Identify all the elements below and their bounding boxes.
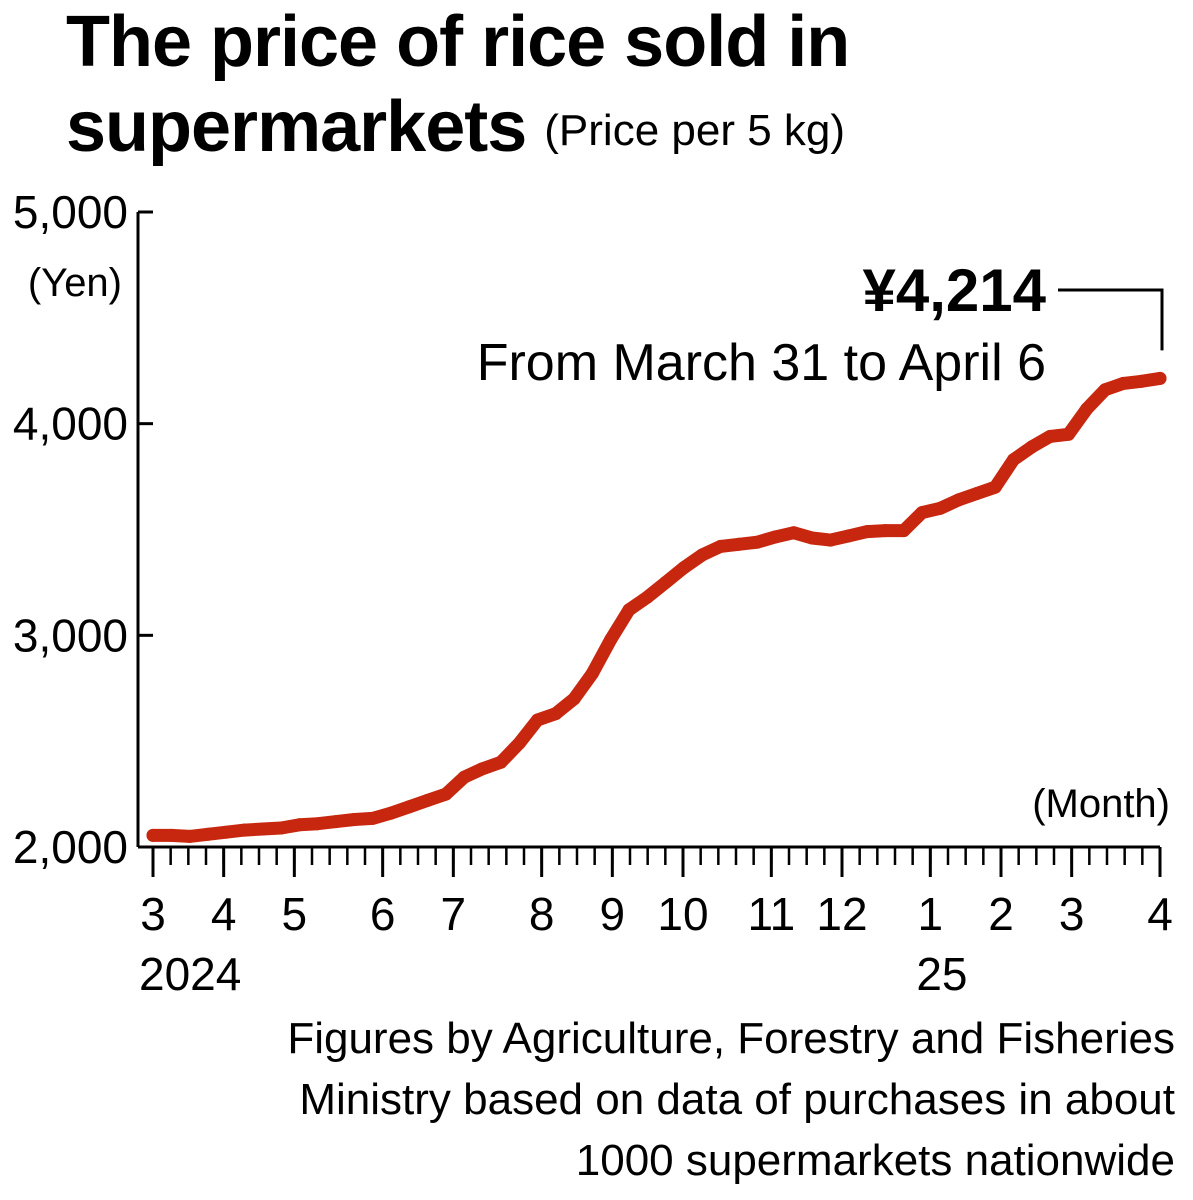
data-point xyxy=(457,770,471,784)
chart-title-line2: supermarkets (Price per 5 kg) xyxy=(66,85,1166,179)
data-point xyxy=(256,822,270,836)
data-point xyxy=(146,828,160,842)
data-point xyxy=(311,817,325,831)
chart-ticks xyxy=(138,210,1162,877)
data-point xyxy=(805,531,819,545)
data-point xyxy=(183,829,197,843)
x-tick-label: 11 xyxy=(747,888,795,940)
source-note: Figures by Agriculture, Forestry and Fis… xyxy=(0,1008,1175,1191)
chart-axes xyxy=(136,212,1160,849)
data-point xyxy=(769,530,782,544)
x-tick-label: 4 xyxy=(1147,888,1173,940)
data-point xyxy=(512,736,526,750)
data-point xyxy=(677,561,691,575)
data-point xyxy=(1153,371,1167,385)
series-line xyxy=(146,371,1167,843)
data-point xyxy=(878,524,892,538)
data-point xyxy=(347,813,361,826)
source-line1: Figures by Agriculture, Forestry and Fis… xyxy=(287,1014,1175,1063)
data-point xyxy=(585,666,599,680)
data-point xyxy=(421,793,435,807)
data-point xyxy=(1135,374,1149,388)
data-point xyxy=(970,487,984,500)
data-point xyxy=(604,633,618,647)
x-tick-label: 12 xyxy=(816,888,867,940)
data-point xyxy=(1025,440,1039,454)
data-point xyxy=(640,590,654,604)
y-tick-label: 3,000 xyxy=(13,609,128,661)
x-tick-label: 7 xyxy=(441,888,467,940)
data-point xyxy=(714,539,728,553)
data-point xyxy=(952,493,966,507)
y-tick-label: 4,000 xyxy=(13,398,128,450)
data-point xyxy=(695,548,709,562)
y-tick-label: 2,000 xyxy=(13,821,128,873)
data-point xyxy=(860,525,874,539)
data-point xyxy=(842,529,856,543)
data-point xyxy=(402,800,416,814)
data-point xyxy=(201,827,215,841)
chart-title-line1: The price of rice sold in xyxy=(66,2,850,82)
data-point xyxy=(787,526,801,540)
callout-leader-line xyxy=(1058,288,1164,351)
data-point xyxy=(1043,429,1057,443)
data-point xyxy=(384,806,398,820)
callout-period: From March 31 to April 6 xyxy=(477,334,1046,392)
x-axis-label: (Month) xyxy=(1032,782,1170,826)
data-point xyxy=(549,707,563,721)
x-tick-label: 8 xyxy=(529,888,555,940)
data-point xyxy=(622,603,636,617)
data-point xyxy=(1062,427,1075,441)
x-tick-label: 3 xyxy=(140,888,166,940)
series-points xyxy=(146,371,1167,843)
chart-title-line2-text: supermarkets xyxy=(66,87,527,167)
data-point xyxy=(329,815,343,829)
data-point xyxy=(238,823,251,837)
data-point xyxy=(1098,383,1112,397)
x-tick-label: 3 xyxy=(1059,888,1085,940)
data-point xyxy=(476,762,490,776)
chart-subtitle: (Price per 5 kg) xyxy=(544,106,846,155)
data-point xyxy=(531,713,544,727)
data-point xyxy=(823,533,837,547)
data-point xyxy=(366,811,380,825)
data-point xyxy=(988,480,1002,494)
callout-value: ¥4,214 xyxy=(862,257,1046,324)
data-point xyxy=(567,692,581,706)
source-line2: Ministry based on data of purchases in a… xyxy=(299,1075,1175,1124)
data-point xyxy=(219,825,233,839)
data-point xyxy=(915,506,929,520)
data-point xyxy=(164,828,178,842)
x-tick-label: 10 xyxy=(657,888,708,940)
data-point xyxy=(1080,402,1094,416)
y-axis-label: (Yen) xyxy=(28,261,122,305)
data-point xyxy=(750,535,764,549)
x-tick-label: 9 xyxy=(600,888,626,940)
data-point xyxy=(293,818,306,832)
data-point xyxy=(274,821,288,835)
x-tick-label: 6 xyxy=(370,888,396,940)
chart-title: The price of rice sold in supermarkets (P… xyxy=(66,0,1166,179)
data-point xyxy=(732,537,746,551)
x-tick-label: 5 xyxy=(282,888,308,940)
x-year-label: 2024 xyxy=(139,948,241,1000)
data-point xyxy=(494,755,508,769)
source-line3: 1000 supermarkets nationwide xyxy=(575,1136,1175,1185)
data-point xyxy=(439,787,453,801)
data-point xyxy=(1116,376,1130,390)
x-tick-label: 2 xyxy=(988,888,1014,940)
data-point xyxy=(659,575,673,589)
data-point xyxy=(1007,453,1020,467)
data-point xyxy=(897,524,911,538)
y-tick-label: 5,000 xyxy=(13,186,128,238)
x-year-label: 25 xyxy=(916,948,967,1000)
x-tick-label: 4 xyxy=(211,888,237,940)
data-point xyxy=(933,501,947,515)
x-tick-label: 1 xyxy=(918,888,944,940)
